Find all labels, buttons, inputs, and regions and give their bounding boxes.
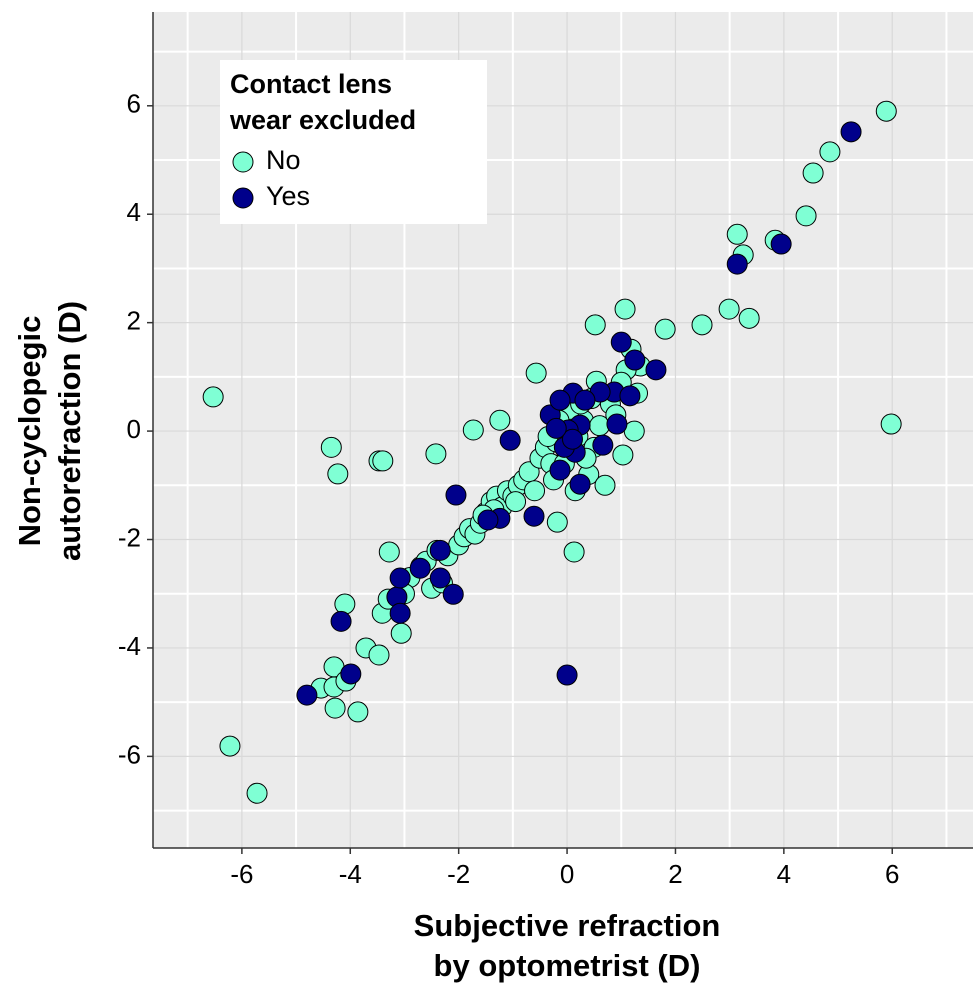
point: [691, 314, 713, 336]
point: [330, 610, 352, 632]
point: [347, 701, 369, 723]
point: [619, 385, 641, 407]
point: [219, 735, 241, 757]
point: [477, 509, 499, 531]
point: [389, 602, 411, 624]
legend-label: No: [266, 145, 301, 175]
point: [378, 541, 400, 563]
point: [592, 434, 614, 456]
legend-box: [220, 60, 487, 224]
x-tick-label: 6: [885, 859, 899, 889]
point: [246, 782, 268, 804]
y-tick-label: -6: [118, 739, 141, 769]
point: [569, 473, 591, 495]
point: [409, 557, 431, 579]
legend-label: Yes: [266, 181, 310, 211]
x-tick-label: -4: [339, 859, 362, 889]
point: [545, 417, 567, 439]
point: [334, 593, 356, 615]
point: [505, 491, 527, 513]
x-tick-label: -2: [447, 859, 470, 889]
point: [389, 567, 411, 589]
point: [429, 567, 451, 589]
point: [726, 223, 748, 245]
point: [425, 443, 447, 465]
point: [489, 409, 511, 431]
point: [840, 121, 862, 143]
point: [574, 389, 596, 411]
point: [738, 307, 760, 329]
point: [524, 480, 546, 502]
point: [612, 444, 634, 466]
point: [718, 298, 740, 320]
point: [429, 539, 451, 561]
point: [561, 428, 583, 450]
point: [523, 505, 545, 527]
point: [499, 429, 521, 451]
legend-title: Contact lens: [230, 69, 392, 99]
y-tick-label: 4: [127, 197, 141, 227]
point: [340, 663, 362, 685]
x-tick-label: 4: [777, 859, 791, 889]
point: [445, 484, 467, 506]
point: [462, 419, 484, 441]
point: [546, 511, 568, 533]
point: [549, 389, 571, 411]
point: [770, 233, 792, 255]
point: [327, 463, 349, 485]
point: [606, 413, 628, 435]
point: [584, 314, 606, 336]
point: [819, 141, 841, 163]
point: [880, 413, 902, 435]
y-tick-label: 6: [127, 89, 141, 119]
point: [624, 349, 646, 371]
point: [556, 664, 578, 686]
point: [802, 162, 824, 184]
point: [372, 450, 394, 472]
legend-title: wear excluded: [229, 105, 416, 135]
y-tick-label: 2: [127, 306, 141, 336]
point: [525, 362, 547, 384]
point: [563, 541, 585, 563]
point: [614, 298, 636, 320]
point: [368, 644, 390, 666]
point: [324, 697, 346, 719]
point: [875, 100, 897, 122]
point: [442, 583, 464, 605]
y-tick-label: 0: [127, 414, 141, 444]
x-axis-title: Subjective refraction: [414, 908, 721, 943]
point: [654, 318, 676, 340]
point: [296, 684, 318, 706]
point: [202, 386, 224, 408]
x-tick-label: -6: [230, 859, 253, 889]
point: [594, 474, 616, 496]
x-axis-title: by optometrist (D): [434, 948, 701, 983]
y-axis-title: autorefraction (D): [52, 301, 87, 561]
point: [320, 436, 342, 458]
point: [726, 253, 748, 275]
y-tick-label: -2: [118, 522, 141, 552]
point: [795, 205, 817, 227]
legend-marker: [232, 151, 254, 173]
x-tick-label: 2: [668, 859, 682, 889]
points: [202, 100, 902, 804]
x-tick-label: 0: [560, 859, 574, 889]
point: [610, 331, 632, 353]
y-axis-title: Non-cyclopegic: [12, 316, 47, 547]
legend-marker: [232, 187, 254, 209]
point: [390, 622, 412, 644]
point: [549, 459, 571, 481]
y-tick-label: -4: [118, 631, 141, 661]
point: [645, 359, 667, 381]
